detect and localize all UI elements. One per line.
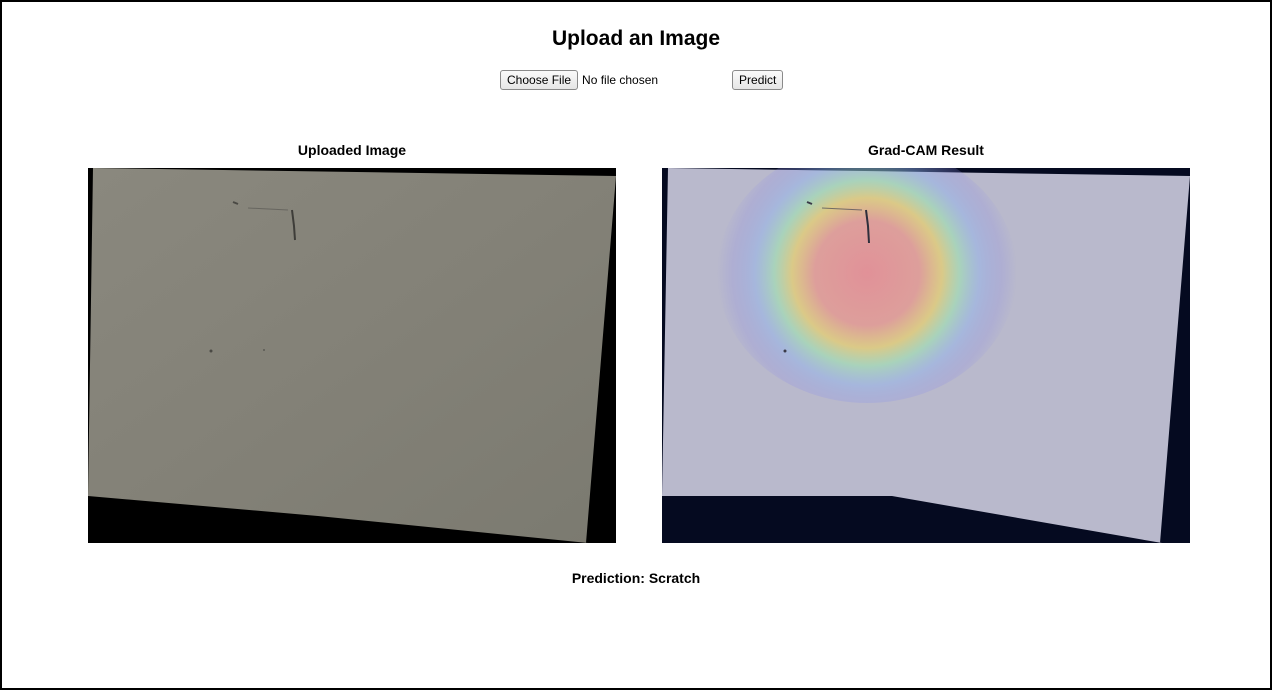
uploaded-image-title: Uploaded Image xyxy=(297,142,407,158)
prediction-result: Prediction: Scratch xyxy=(571,570,701,586)
choose-file-button[interactable]: Choose File xyxy=(500,70,579,90)
predict-button[interactable]: Predict xyxy=(732,70,784,90)
page-title: Upload an Image xyxy=(551,27,721,50)
gradcam-result-title: Grad-CAM Result xyxy=(868,142,984,158)
upload-form: Choose File No file chosen Predict xyxy=(500,70,784,90)
gradcam-result-image xyxy=(662,168,1190,543)
uploaded-image xyxy=(88,168,616,543)
file-status-text: No file chosen xyxy=(582,73,659,87)
